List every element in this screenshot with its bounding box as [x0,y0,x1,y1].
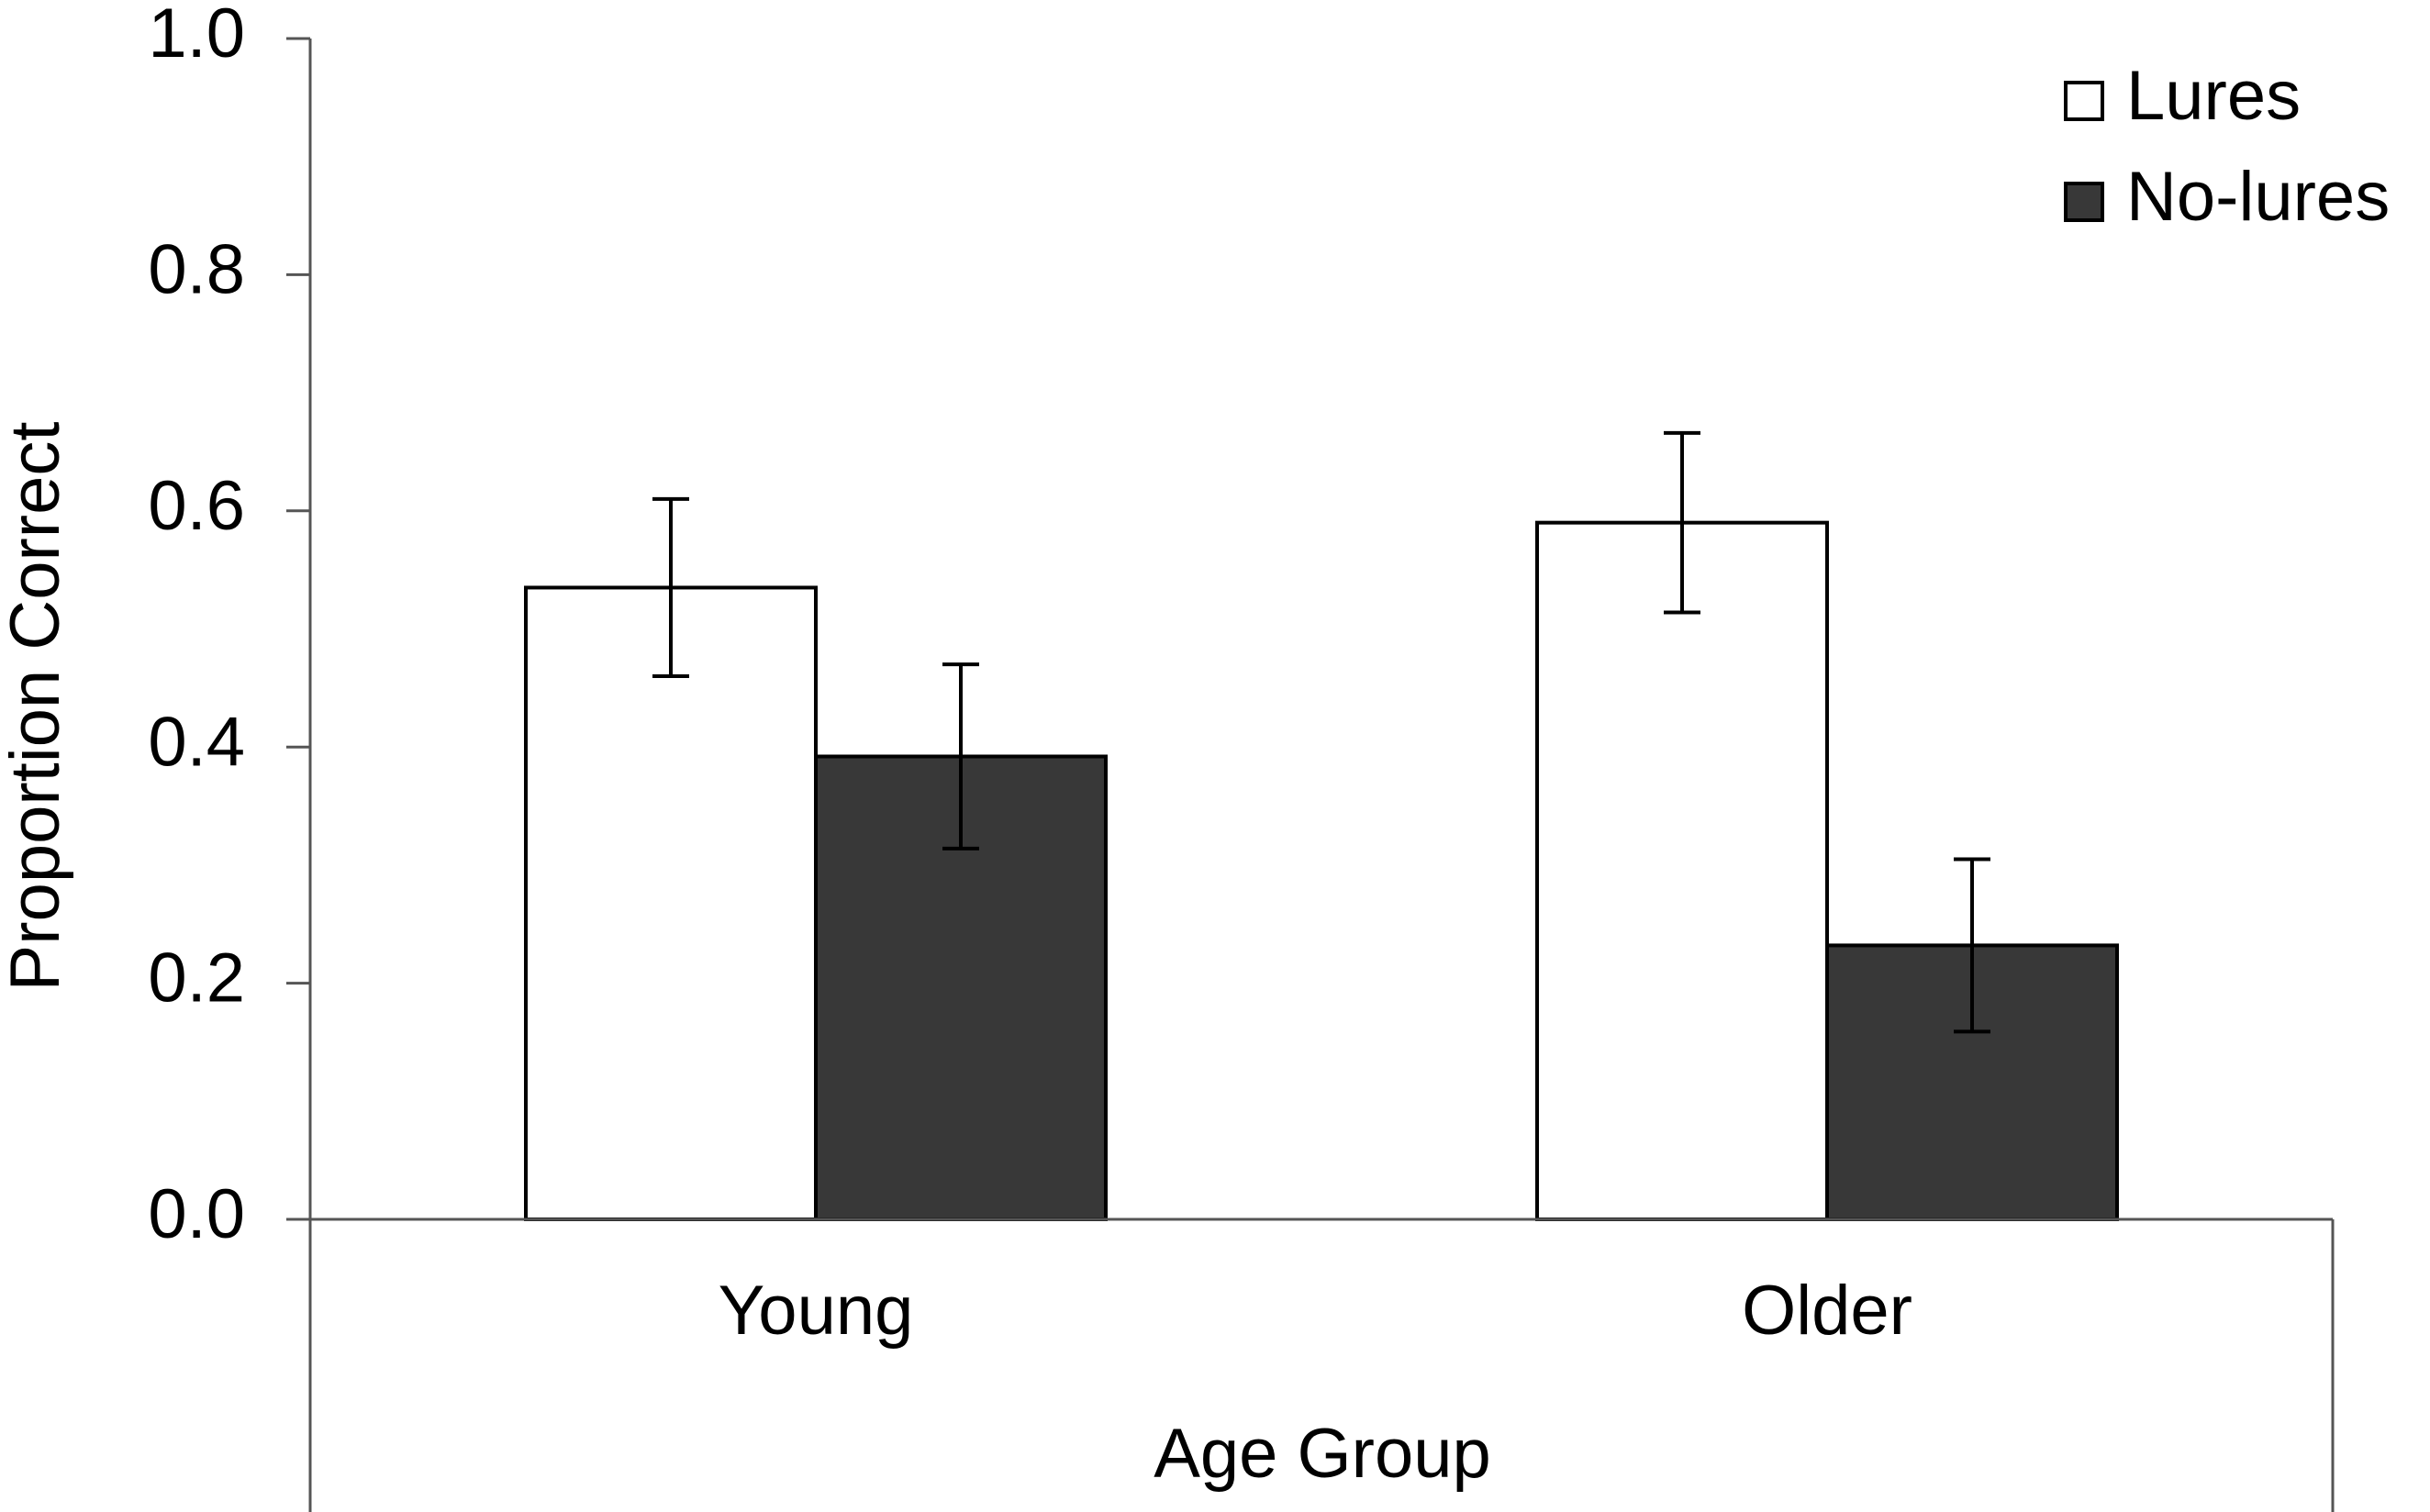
legend-label: No-lures [2126,158,2390,236]
error-bar [1664,430,1700,615]
y-tick-label: 0.4 [148,703,245,781]
y-tick-label: 0.2 [148,939,245,1017]
legend-swatch [2064,81,2104,121]
y-tick-label: 1.0 [148,0,245,72]
x-axis-title: Age Group [1154,1415,1491,1493]
legend-swatch [2064,182,2104,222]
legend-label: Lures [2126,57,2301,135]
x-tick-label: Older [1742,1272,1912,1350]
bar [524,585,818,1221]
x-tick-label: Young [719,1272,914,1350]
error-bar [1954,857,1990,1034]
error-bar [942,662,979,850]
bar [1535,520,1829,1221]
y-tick-label: 0.0 [148,1175,245,1253]
error-bar [652,496,689,678]
y-axis-title: Proportion Correct [0,422,74,992]
y-tick-label: 0.6 [148,467,245,545]
y-tick-label: 0.8 [148,230,245,308]
